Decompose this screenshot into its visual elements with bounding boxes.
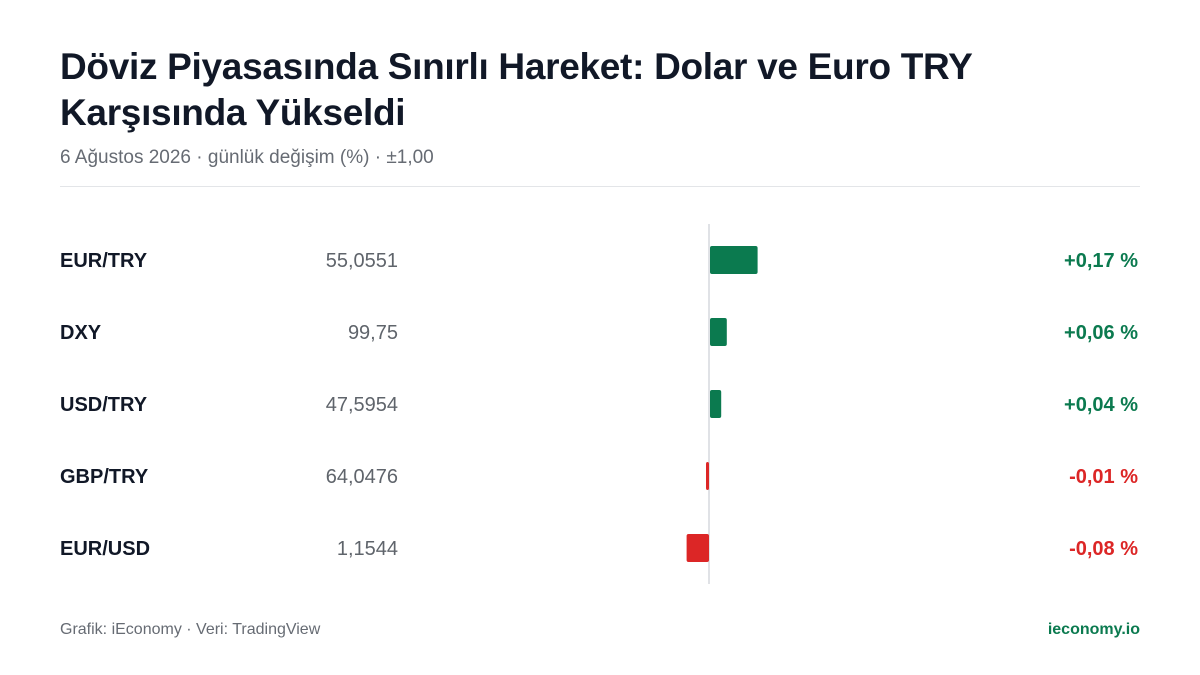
value-label: -0,08 % bbox=[1069, 538, 1138, 560]
bar bbox=[710, 246, 758, 274]
value-label: +0,04 % bbox=[1064, 394, 1138, 416]
bar bbox=[686, 534, 709, 562]
value-label: +0,06 % bbox=[1064, 322, 1138, 344]
bar bbox=[710, 390, 722, 418]
bar bbox=[706, 462, 709, 490]
price-label: 64,0476 bbox=[326, 466, 398, 488]
price-label: 55,0551 bbox=[326, 250, 398, 272]
price-label: 1,1544 bbox=[337, 538, 398, 560]
category-label: GBP/TRY bbox=[60, 466, 149, 488]
price-label: 99,75 bbox=[348, 322, 398, 344]
category-label: EUR/TRY bbox=[60, 250, 148, 272]
category-label: DXY bbox=[60, 322, 102, 344]
price-label: 47,5954 bbox=[326, 394, 398, 416]
header-divider bbox=[60, 186, 1140, 187]
source-credit: Grafik: iEconomy · Veri: TradingView bbox=[60, 621, 321, 638]
chart-subtitle: 6 Ağustos 2026 · günlük değişim (%) · ±1… bbox=[60, 147, 434, 168]
category-label: EUR/USD bbox=[60, 538, 150, 560]
value-label: +0,17 % bbox=[1064, 250, 1138, 272]
brand-link[interactable]: ieconomy.io bbox=[1047, 621, 1140, 638]
bar bbox=[710, 318, 727, 346]
category-label: USD/TRY bbox=[60, 394, 148, 416]
value-label: -0,01 % bbox=[1069, 466, 1138, 488]
chart-title: Döviz Piyasasında Sınırlı Hareket: Dolar… bbox=[60, 46, 972, 133]
